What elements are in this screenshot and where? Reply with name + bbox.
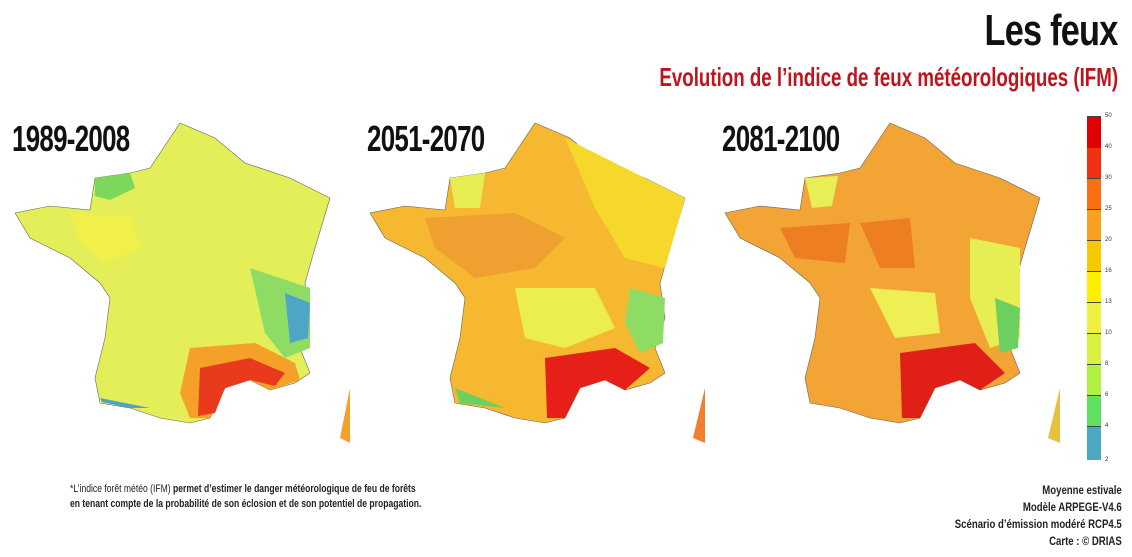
map-credits: Moyenne estivale Modèle ARPEGE-V4.6 Scén…	[955, 482, 1122, 550]
legend-tick: 40	[1105, 144, 1112, 150]
legend-segment-2-4	[1087, 426, 1101, 460]
ifm-color-legend: 50 40 30 25 20 16 13 10 8 6 4 2	[1087, 113, 1112, 463]
legend-segment-30-40	[1087, 147, 1101, 178]
credit-season: Moyenne estivale	[1042, 483, 1123, 497]
footnote-line2: en tenant compte de la probabilité de so…	[70, 498, 422, 510]
page-subtitle: Evolution de l’indice de feux météorolog…	[659, 62, 1118, 92]
ifm-footnote: *L’indice forêt météo (IFM) permet d’est…	[70, 482, 421, 512]
legend-tick: 2	[1105, 457, 1109, 463]
credit-scenario: Scénario d’émission modéré RCP4.5	[955, 517, 1122, 531]
page-title: Les feux	[984, 6, 1119, 55]
legend-segment-10-13	[1087, 302, 1101, 333]
legend-tick: 50	[1105, 113, 1112, 119]
legend-tick: 20	[1105, 237, 1112, 243]
legend-segment-40-50	[1087, 116, 1101, 147]
france-map-2081-2100	[724, 122, 1060, 443]
period-label-2051-2070: 2051-2070	[367, 118, 485, 159]
legend-segment-25-30	[1087, 178, 1101, 209]
france-map-1989-2008	[14, 122, 350, 443]
legend-tick: 8	[1105, 361, 1109, 367]
legend-segment-20-25	[1087, 209, 1101, 240]
credit-model: Modèle ARPEGE-V4.6	[1023, 500, 1122, 514]
legend-tick: 16	[1105, 268, 1112, 274]
legend-tick: 25	[1105, 206, 1112, 212]
footnote-definition: *L’indice forêt météo (IFM)	[70, 483, 171, 495]
legend-segment-13-16	[1087, 271, 1101, 302]
footnote-bold: permet d’estimer le danger météorologiqu…	[170, 483, 416, 495]
legend-segment-6-8	[1087, 364, 1101, 395]
period-label-1989-2008: 1989-2008	[12, 118, 130, 159]
legend-tick: 10	[1105, 330, 1112, 336]
france-map-2051-2070	[369, 122, 705, 443]
legend-tick: 13	[1105, 299, 1112, 305]
legend-tick: 6	[1105, 392, 1109, 398]
credit-source: Carte : © DRIAS	[1049, 534, 1122, 548]
legend-tick: 4	[1105, 423, 1109, 429]
legend-segment-4-6	[1087, 395, 1101, 426]
period-label-2081-2100: 2081-2100	[722, 118, 840, 159]
legend-segment-16-20	[1087, 240, 1101, 271]
legend-tick: 30	[1105, 175, 1112, 181]
legend-segment-8-10	[1087, 333, 1101, 364]
